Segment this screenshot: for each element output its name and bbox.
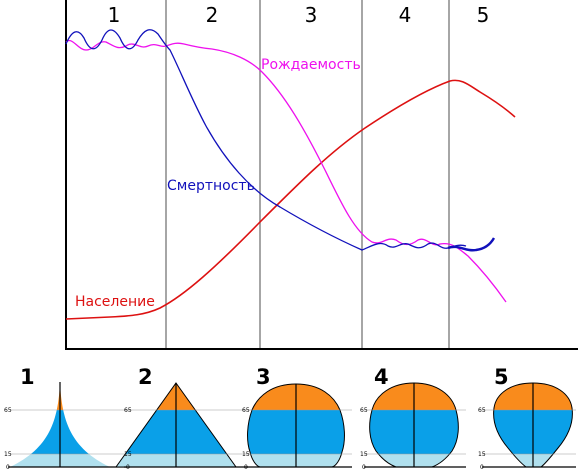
pyramid-4-age-15: 15 <box>360 451 368 458</box>
pyramid-3-age-0: 0 <box>244 464 248 471</box>
death-rate-curve-end <box>447 237 496 252</box>
pyramid-number-3: 3 <box>256 365 271 389</box>
pyramid-2-age-15: 15 <box>124 451 132 458</box>
age-pyramid-4 <box>364 382 466 468</box>
death-rate-label: Смертность <box>167 178 255 194</box>
population-label: Население <box>75 294 155 310</box>
pyramid-3-age-15: 15 <box>242 451 250 458</box>
pyramid-number-4: 4 <box>374 365 389 389</box>
pyramid-5-age-65: 65 <box>478 407 486 414</box>
stage-number-5: 5 <box>477 3 490 27</box>
pyramid-number-5: 5 <box>494 365 509 389</box>
stage-dividers <box>165 0 450 348</box>
pyramid-5-age-15: 15 <box>478 451 486 458</box>
birth-rate-label: Рождаемость <box>261 57 361 73</box>
pyramid-1-age-65: 65 <box>4 407 12 414</box>
pyramid-1-age-0: 0 <box>6 464 10 471</box>
pyramid-4-age-65: 65 <box>360 407 368 414</box>
population-curve <box>65 79 516 320</box>
stage-number-4: 4 <box>399 3 412 27</box>
pyramid-3-age-65: 65 <box>242 407 250 414</box>
pyramid-5-age-0: 0 <box>480 464 484 471</box>
pyramid-1-age-15: 15 <box>4 451 12 458</box>
pyramid-4-age-0: 0 <box>362 464 366 471</box>
stage-number-2: 2 <box>206 3 219 27</box>
stage-number-3: 3 <box>305 3 318 27</box>
pyramid-2-age-0: 0 <box>126 464 130 471</box>
death-rate-curve <box>65 29 467 251</box>
pyramid-number-2: 2 <box>138 365 153 389</box>
pyramid-2-age-65: 65 <box>124 407 132 414</box>
age-pyramid-1 <box>8 382 130 468</box>
age-pyramid-3 <box>245 383 352 468</box>
age-pyramid-5 <box>482 382 576 468</box>
pyramid-number-1: 1 <box>20 365 35 389</box>
birth-rate-curve <box>65 39 507 303</box>
stage-number-1: 1 <box>108 3 121 27</box>
